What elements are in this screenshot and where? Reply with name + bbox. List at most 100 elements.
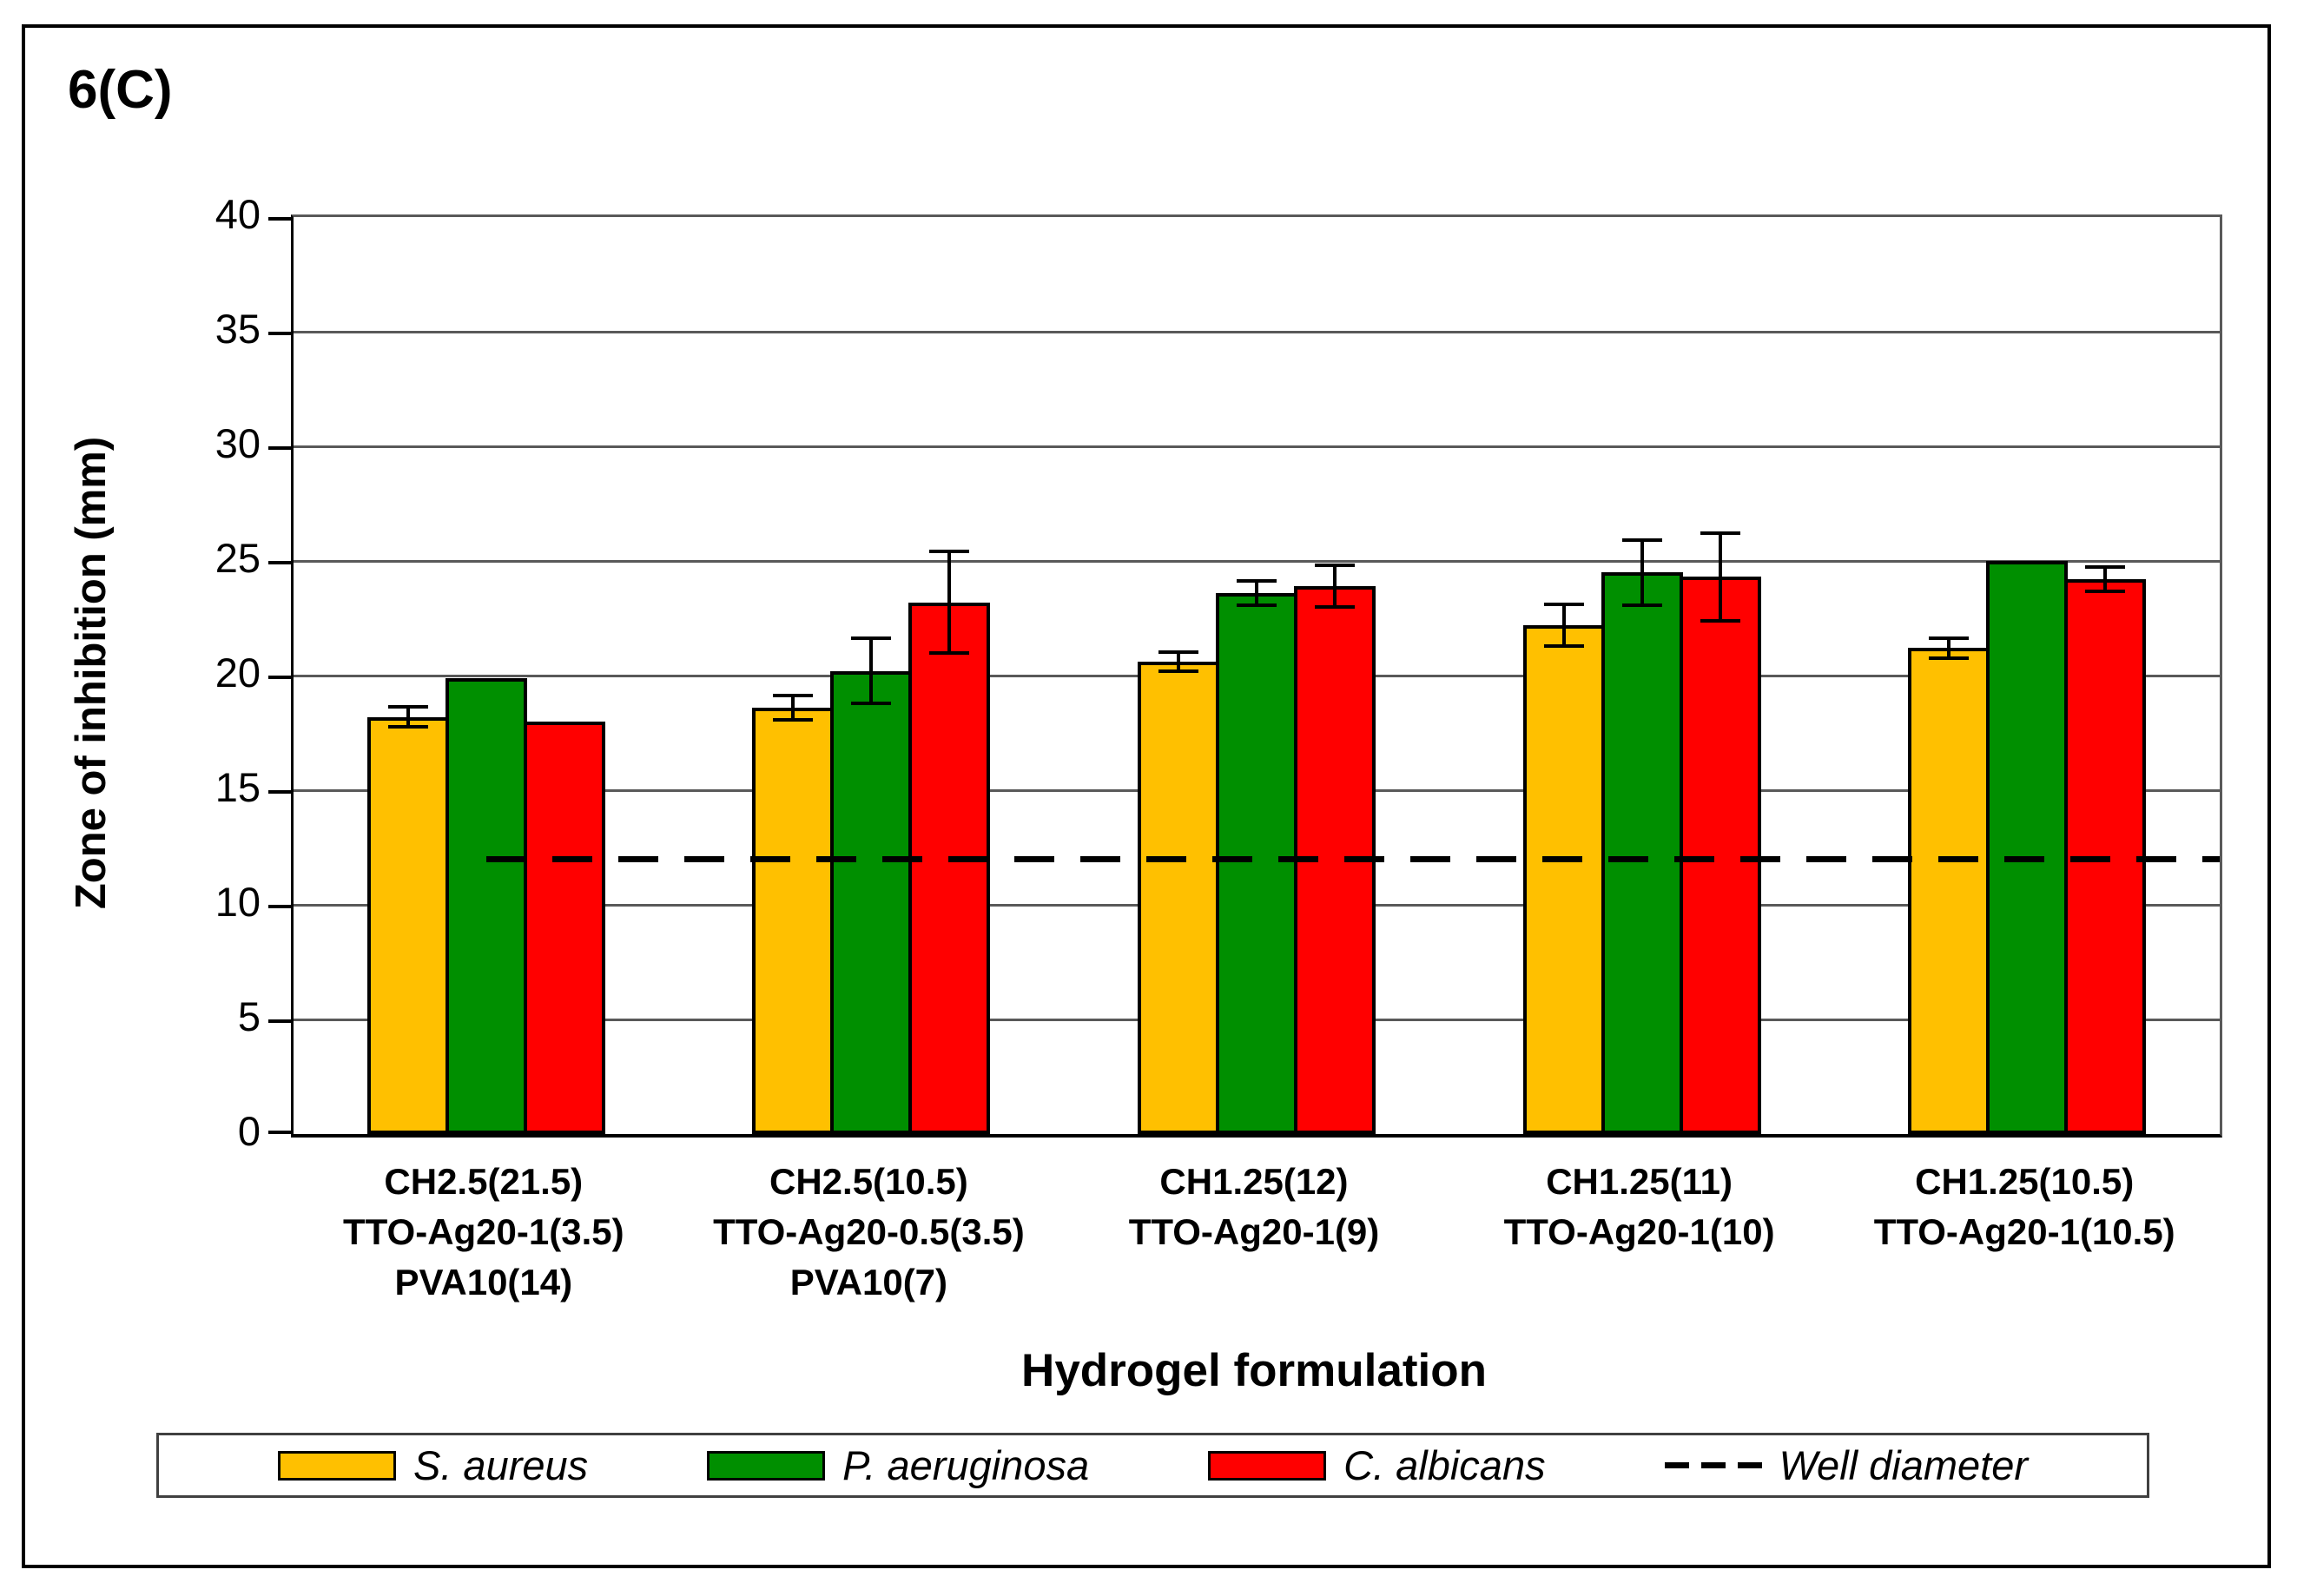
legend-swatch	[1208, 1450, 1327, 1481]
error-bar-cap-top	[851, 636, 892, 641]
bar-c-albicans-cat1	[523, 721, 605, 1134]
error-bar-cap-bottom	[929, 651, 970, 656]
legend-label: C. albicans	[1343, 1442, 1546, 1488]
error-bar-line	[2103, 565, 2108, 593]
error-bar-cap-bottom	[387, 724, 428, 729]
y-tick-label-40: 40	[215, 191, 261, 237]
error-bar-cap-top	[773, 694, 814, 698]
error-bar-cap-bottom	[851, 702, 892, 706]
y-axis-title: Zone of inhibition (mm)	[68, 436, 115, 910]
error-bar	[929, 549, 970, 656]
error-bar-cap-top	[1929, 636, 1970, 641]
error-bar-line	[1177, 650, 1180, 674]
error-bar-line	[1640, 537, 1644, 607]
error-bar-cap-bottom	[1315, 605, 1355, 610]
legend: S. aureus P. aeruginosa C. albicans Well di…	[156, 1433, 2149, 1498]
bar-s-aureus-cat1	[366, 716, 449, 1134]
error-bar	[1158, 650, 1198, 674]
error-bar-cap-bottom	[1543, 644, 1584, 649]
y-tick-10	[268, 905, 291, 908]
y-tick-5	[268, 1019, 291, 1023]
error-bar-cap-top	[1543, 602, 1584, 606]
error-bar-cap-top	[1158, 650, 1198, 654]
legend-item-p-aeruginosa: P. aeruginosa	[707, 1441, 1089, 1489]
error-bar-cap-bottom	[773, 717, 814, 722]
bar-s-aureus-cat5	[1908, 648, 1990, 1134]
y-tick-label-15: 15	[215, 764, 261, 810]
error-bar-line	[1718, 531, 1722, 623]
bar-p-aeruginosa-cat2	[830, 670, 913, 1134]
bar-s-aureus-cat4	[1522, 624, 1605, 1134]
gridline-y35	[294, 330, 2220, 333]
x-category-label-2: CH2.5(10.5) TTO-Ag20-0.5(3.5) PVA10(7)	[713, 1161, 1025, 1303]
error-bar-cap-top	[2085, 565, 2126, 570]
error-bar-line	[1333, 563, 1337, 610]
y-tick-0	[268, 1131, 291, 1134]
y-tick-label-25: 25	[215, 535, 261, 581]
y-tick-15	[268, 790, 291, 794]
error-bar-line	[1561, 602, 1566, 649]
error-bar-cap-bottom	[2085, 589, 2126, 593]
plot-area	[268, 214, 2222, 1138]
y-tick-25	[268, 561, 291, 564]
bar-p-aeruginosa-cat5	[1986, 561, 2069, 1134]
gridline-y30	[294, 445, 2220, 448]
error-bar-cap-top	[387, 705, 428, 709]
y-tick-label-0: 0	[237, 1108, 261, 1154]
error-bar-cap-bottom	[1700, 619, 1740, 623]
error-bar	[1929, 636, 1970, 660]
bar-c-albicans-cat2	[908, 602, 991, 1134]
bar-c-albicans-cat4	[1679, 577, 1761, 1134]
x-axis-title: Hydrogel formulation	[1021, 1345, 1487, 1396]
error-bar	[2085, 565, 2126, 593]
error-bar	[851, 636, 892, 706]
legend-item-s-aureus: S. aureus	[277, 1441, 589, 1489]
y-tick-40	[268, 217, 291, 221]
error-bar-cap-top	[1621, 537, 1662, 542]
error-bar-cap-top	[1315, 563, 1355, 567]
y-tick-30	[268, 446, 291, 450]
figure-border	[22, 24, 2271, 1568]
error-bar	[1700, 531, 1740, 623]
error-bar-cap-top	[1237, 579, 1277, 584]
legend-label: P. aeruginosa	[842, 1442, 1090, 1488]
legend-dash-sample	[1664, 1462, 1762, 1468]
error-bar-line	[1255, 579, 1258, 607]
legend-item-c-albicans: C. albicans	[1208, 1441, 1546, 1489]
legend-swatch	[277, 1450, 396, 1481]
error-bar	[1315, 563, 1355, 610]
well-diameter-reference-line	[485, 856, 2220, 863]
error-bar-line	[791, 694, 795, 722]
y-tick-label-5: 5	[237, 993, 261, 1039]
bar-s-aureus-cat3	[1138, 662, 1219, 1134]
error-bar	[1237, 579, 1277, 607]
y-tick-label-20: 20	[215, 650, 261, 696]
error-bar	[1543, 602, 1584, 649]
bar-p-aeruginosa-cat1	[445, 677, 527, 1134]
chart-title: 6(C)	[68, 60, 173, 120]
error-bar-cap-top	[1700, 531, 1740, 535]
gridline-y25	[294, 559, 2220, 563]
error-bar-line	[406, 705, 410, 729]
legend-label: Well diameter	[1779, 1442, 2028, 1488]
error-bar-line	[1947, 636, 1951, 660]
error-bar	[773, 694, 814, 722]
error-bar-line	[869, 636, 874, 706]
error-bar-cap-bottom	[1158, 669, 1198, 674]
legend-swatch	[707, 1450, 826, 1481]
error-bar-cap-top	[929, 549, 970, 553]
y-tick-35	[268, 332, 291, 335]
legend-item-well-diameter: Well diameter	[1664, 1441, 2028, 1489]
x-category-label-4: CH1.25(11) TTO-Ag20-1(10)	[1503, 1161, 1775, 1252]
y-tick-label-35: 35	[215, 306, 261, 352]
bar-s-aureus-cat2	[752, 707, 835, 1134]
legend-label: S. aureus	[413, 1442, 589, 1488]
error-bar-cap-bottom	[1929, 656, 1970, 660]
error-bar	[1621, 537, 1662, 607]
bar-p-aeruginosa-cat3	[1216, 592, 1297, 1134]
x-category-label-1: CH2.5(21.5) TTO-Ag20-1(3.5) PVA10(14)	[342, 1161, 624, 1303]
error-bar-cap-bottom	[1621, 603, 1662, 607]
error-bar-cap-bottom	[1237, 603, 1277, 607]
y-tick-label-10: 10	[215, 879, 261, 925]
